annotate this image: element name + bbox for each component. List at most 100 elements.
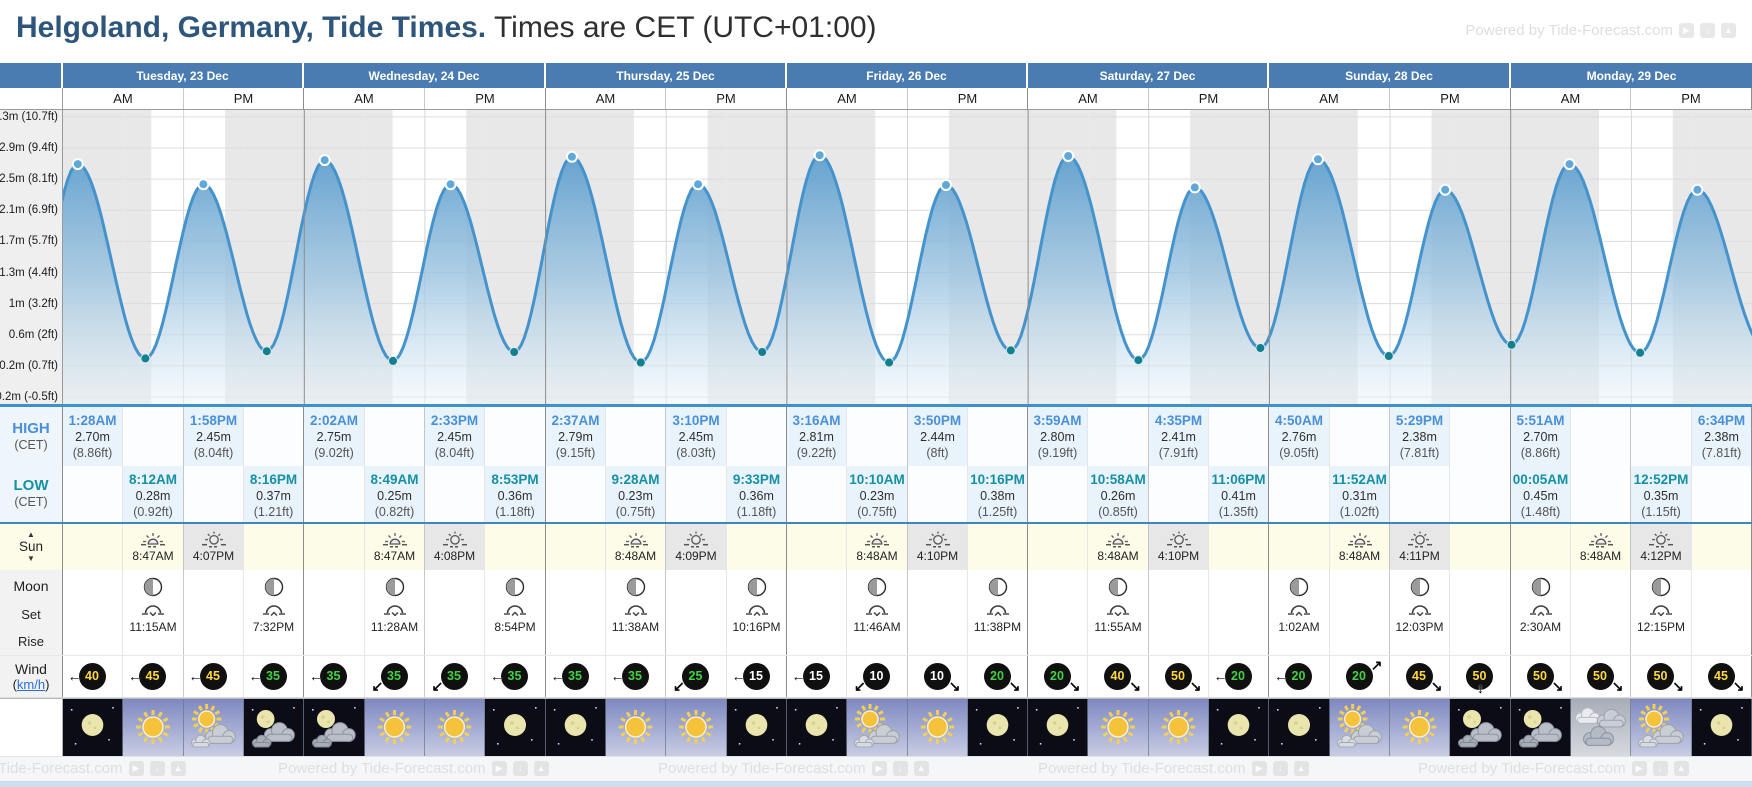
- sun-empty-cell: [787, 524, 847, 570]
- low-tide-cell: 9:28AM 0.23m (0.75ft): [606, 466, 666, 522]
- wind-direction-arrow: ↘: [1611, 677, 1624, 694]
- weather-icon: [920, 710, 955, 744]
- watermark-social-icon-2: ↓: [1700, 23, 1715, 38]
- page-title-location: Helgoland, Germany, Tide Times.: [16, 11, 487, 44]
- low-tide-marker: [1133, 355, 1144, 366]
- low-tide-row-label: LOW (CET): [0, 466, 63, 522]
- weather-icon: [1161, 710, 1196, 744]
- wind-widget: 10 ↘: [916, 660, 961, 694]
- low-tide-empty-cell: [1390, 466, 1450, 522]
- sunrise-time: 8:48AM: [614, 549, 657, 563]
- high-tide-height-m: 2.38m: [1704, 430, 1739, 444]
- high-tide-height-m: 2.70m: [1523, 430, 1558, 444]
- high-tide-row-label: HIGH (CET): [0, 407, 63, 466]
- wind-unit-link[interactable]: km/h: [16, 676, 46, 692]
- low-tide-marker: [140, 353, 151, 364]
- low-tide-height-m: 0.26m: [1100, 489, 1136, 503]
- sun-empty-cell: [1511, 524, 1571, 570]
- high-tide-marker: [692, 178, 705, 191]
- sunset-icon: [201, 531, 226, 548]
- low-tide-height-ft: (1.35ft): [1218, 505, 1259, 519]
- weather-cell-night-cloud: [1450, 699, 1511, 756]
- high-tide-height-ft: (8ft): [926, 446, 949, 460]
- sun-empty-cell: [304, 524, 365, 570]
- sunrise-icon: [141, 533, 165, 548]
- high-cet-label: (CET): [14, 437, 48, 452]
- low-tide-marker: [757, 347, 768, 357]
- watermark-text: Powered by Tide-Forecast.com: [0, 760, 123, 777]
- high-tide-empty-cell: [968, 407, 1028, 466]
- low-tide-height-m: 0.41m: [1221, 489, 1256, 503]
- sunset-cell: 4:09PM: [666, 524, 727, 570]
- wind-speed-badge: 10: [923, 662, 951, 690]
- ampm-label: PM: [184, 88, 304, 109]
- ampm-label: PM: [1631, 88, 1752, 109]
- weather-icon: [1277, 707, 1321, 745]
- low-tide-marker: [1255, 343, 1266, 353]
- low-tide-empty-cell: [1028, 466, 1088, 522]
- weather-cell-night-clear: [1692, 699, 1752, 756]
- moon-phase-icon: [1651, 577, 1671, 597]
- high-tide-time: 1:58PM: [189, 413, 238, 428]
- sunrise-cell: 8:47AM: [365, 524, 425, 570]
- low-tide-cell: 8:53PM 0.36m (1.18ft): [485, 466, 546, 522]
- wind-widget: 35 ↙: [432, 660, 477, 694]
- sunrise-cell: 8:48AM: [1571, 524, 1631, 570]
- high-tide-marker: [940, 179, 952, 191]
- sunset-time: 4:12PM: [1640, 549, 1682, 563]
- high-tide-time: 4:50AM: [1274, 413, 1323, 428]
- wind-direction-arrow: ←: [791, 667, 806, 684]
- moon-empty-cell: [1028, 570, 1088, 655]
- weather-cell-night-clear: [546, 699, 606, 756]
- wind-cell: 35 ←: [244, 656, 304, 697]
- moon-empty-cell: [1149, 570, 1209, 655]
- low-tide-time: 10:10AM: [849, 472, 905, 487]
- ampm-header-row: AM PM AM PM AM PM AM PM AM PM AM PM AM PM: [0, 88, 1752, 110]
- sunrise-cell: 8:48AM: [1088, 524, 1149, 570]
- high-tide-height-m: 2.38m: [1402, 430, 1437, 444]
- axis-label: 1.7m (5.7ft): [0, 235, 58, 248]
- wind-cell: 45 ←: [123, 656, 184, 697]
- weather-cell-day-cloud: [184, 699, 244, 756]
- wind-speed-badge: 50: [1526, 662, 1554, 690]
- high-tide-empty-cell: [1330, 407, 1390, 466]
- high-tide-time: 5:51AM: [1516, 413, 1565, 428]
- weather-cell-day-clear: [123, 699, 184, 756]
- sunrise-icon: [1347, 533, 1372, 548]
- moon-empty-cell: [1571, 570, 1631, 655]
- high-tide-height-ft: (9.05ft): [1279, 446, 1319, 460]
- axis-label: -0.2m (-0.5ft): [0, 391, 58, 403]
- watermark-social-icon-2: ↓: [1272, 761, 1288, 776]
- high-tide-time: 2:33PM: [430, 413, 479, 428]
- moon-set-time: 11:28AM: [370, 620, 419, 634]
- wind-direction-arrow: ←: [731, 667, 746, 684]
- moon-empty-cell: [787, 570, 847, 655]
- low-tide-height-m: 0.37m: [256, 489, 291, 503]
- moon-rise-time: 8:54PM: [494, 620, 536, 634]
- sunrise-icon: [1106, 533, 1130, 548]
- wind-speed-badge: 35: [501, 662, 528, 690]
- wind-direction-arrow: ←: [188, 667, 203, 684]
- wind-widget: 20 ↗: [1338, 657, 1383, 694]
- low-tide-marker: [1005, 345, 1016, 356]
- high-tide-height-m: 2.76m: [1281, 430, 1317, 444]
- high-tide-time: 1:28AM: [68, 413, 117, 428]
- sunset-cell: 4:08PM: [425, 524, 485, 570]
- moon-phase-icon: [505, 577, 525, 597]
- moon-rise-cell: 2:30AM: [1511, 570, 1571, 655]
- sun-row: ▲ Sun ▼ 8:47AM 4:07PM 8:47AM 4:08PM 8:48AM 4:…: [0, 524, 1752, 570]
- sunset-icon: [684, 531, 708, 548]
- wind-speed-badge: 40: [78, 662, 106, 690]
- low-cet-label: (CET): [14, 495, 48, 509]
- high-tide-cell: 2:33PM 2.45m (8.04ft): [425, 407, 485, 466]
- low-tide-height-ft: (0.92ft): [133, 505, 173, 519]
- weather-icon: [1402, 710, 1437, 744]
- high-tide-marker: [1691, 183, 1704, 196]
- wind-unit-wrap: (km/h): [13, 677, 50, 692]
- moon-rise-cell: 1:02AM: [1269, 570, 1330, 655]
- moon-set-time: 11:46AM: [853, 620, 901, 634]
- sunset-icon: [1166, 531, 1191, 548]
- ampm-label: PM: [666, 88, 787, 109]
- moonrise-icon: [745, 605, 768, 616]
- low-tide-height-ft: (1.18ft): [736, 505, 777, 519]
